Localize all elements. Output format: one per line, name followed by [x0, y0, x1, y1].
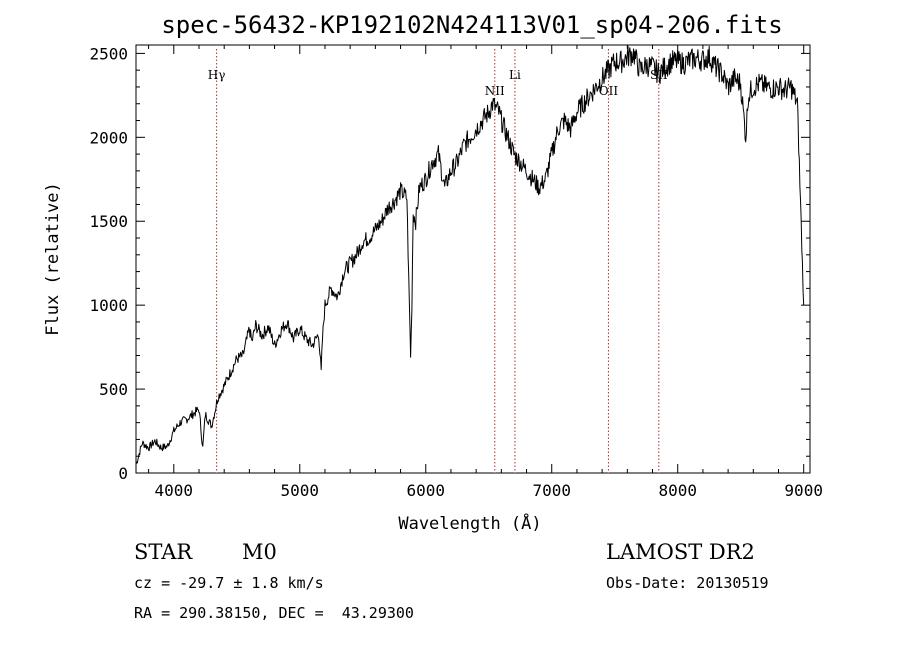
x-tick-label: 8000 — [658, 481, 697, 500]
object-subclass: M0 — [242, 540, 277, 564]
y-tick-label: 2500 — [89, 44, 128, 63]
spectral-line-label: Li — [509, 68, 521, 82]
spectral-line-label: NII — [485, 84, 505, 98]
sky-coordinates: RA = 290.38150, DEC = 43.29300 — [134, 604, 414, 622]
y-tick-label: 500 — [99, 380, 128, 399]
radial-velocity: cz = -29.7 ± 1.8 km/s — [134, 574, 324, 592]
x-tick-label: 9000 — [784, 481, 823, 500]
plot-frame — [135, 44, 811, 474]
survey-name: LAMOST DR2 — [606, 540, 755, 564]
y-tick-label: 2000 — [89, 128, 128, 147]
x-tick-label: 6000 — [406, 481, 445, 500]
series-group — [135, 45, 805, 465]
x-tick-label: 5000 — [281, 481, 320, 500]
x-tick-label: 4000 — [155, 481, 194, 500]
y-tick-label: 0 — [118, 464, 128, 483]
spectrum-series-line — [135, 45, 805, 465]
spectral-line-label: Hγ — [208, 68, 226, 82]
x-axis-label: Wavelength (Å) — [398, 512, 541, 534]
y-axis-label: Flux (relative) — [43, 182, 63, 336]
x-tick-label: 7000 — [532, 481, 571, 500]
axis-ticks: 4000 5000 6000 7000 8000 9000 0 500 1000 1500 2000… — [89, 44, 822, 500]
chart-title: spec-56432-KP192102N424113V01_sp04-206.f… — [161, 11, 782, 39]
spectral-line-label: OII — [599, 84, 619, 98]
observation-date: Obs-Date: 20130519 — [606, 574, 769, 592]
y-tick-label: 1000 — [89, 296, 128, 315]
object-class: STAR — [134, 540, 193, 564]
y-tick-label: 1500 — [89, 212, 128, 231]
